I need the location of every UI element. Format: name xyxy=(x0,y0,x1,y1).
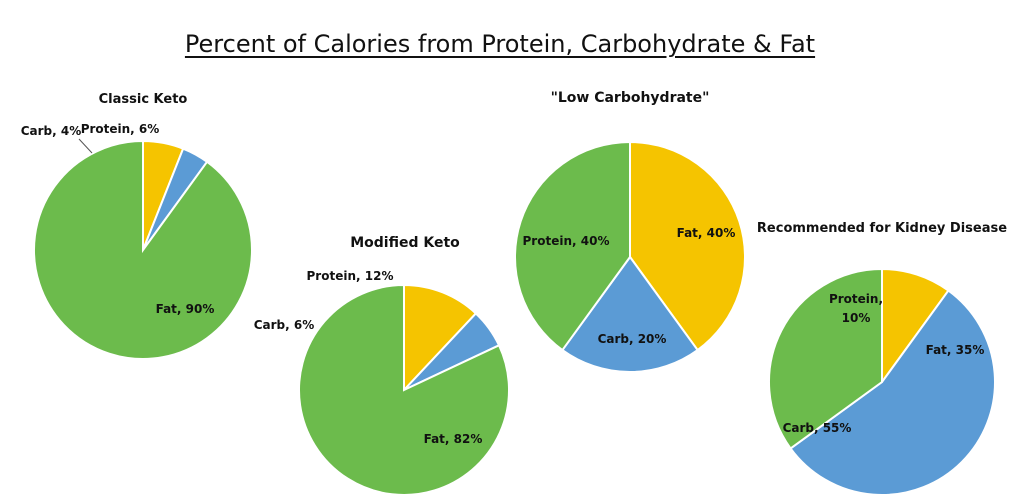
page-title: Percent of Calories from Protein, Carboh… xyxy=(184,30,816,58)
slice-label-modified-keto-carb: Carb, 6% xyxy=(254,318,315,332)
slice-label-recommended-for-kidney-disease-fat: Fat, 35% xyxy=(926,343,985,357)
pie-slice-low-carbohydrate-fat xyxy=(514,140,631,352)
slice-label-low-carbohydrate-carb: Carb, 20% xyxy=(598,332,667,346)
pie-chart-low-carbohydrate: "Low Carbohydrate" Protein, 40% Carb, 20% F… xyxy=(514,90,746,373)
chart-title-low-carbohydrate: "Low Carbohydrate" xyxy=(551,90,710,106)
chart-title-recommended-for-kidney-disease: Recommended for Kidney Disease xyxy=(757,221,1007,236)
pie-slice-recommended-for-kidney-disease-fat xyxy=(768,267,883,450)
slice-label-classic-keto-fat: Fat, 90% xyxy=(156,302,215,316)
slice-label-recommended-for-kidney-disease-carb: Carb, 55% xyxy=(783,421,852,435)
pie-slice-modified-keto-protein xyxy=(403,283,478,393)
slice-label-recommended-for-kidney-disease-protein: Protein, 10% xyxy=(829,292,883,325)
pie-slice-modified-keto-fat xyxy=(298,283,510,496)
pie-chart-modified-keto: Modified Keto Protein, 12% Carb, 6% Fat, 82… xyxy=(254,235,510,496)
pie-chart-kidney-disease: Recommended for Kidney Disease Protein, 10… xyxy=(757,221,1007,496)
slice-label-low-carbohydrate-fat: Fat, 40% xyxy=(677,226,736,240)
pie-slice-classic-keto-fat xyxy=(33,139,253,360)
pie-slice-recommended-for-kidney-disease-carb xyxy=(789,289,996,496)
leader-line-classic-keto xyxy=(78,138,93,154)
pie-chart-classic-keto: Classic Keto Protein, 6%Carb, 4% Fat, 90% xyxy=(21,92,253,360)
slice-label-modified-keto-fat: Fat, 82% xyxy=(424,432,483,446)
chart-title-modified-keto: Modified Keto xyxy=(350,235,460,251)
slice-label-low-carbohydrate-protein: Protein, 40% xyxy=(523,234,610,248)
slice-label-modified-keto-protein: Protein, 12% xyxy=(307,269,394,283)
pie-slice-low-carbohydrate-carb xyxy=(561,255,699,373)
pie-slice-recommended-for-kidney-disease-protein xyxy=(881,267,950,386)
slice-label-classic-keto-carb: Carb, 4% xyxy=(21,124,82,138)
pie-slice-low-carbohydrate-protein xyxy=(629,140,746,352)
slice-label-classic-keto-protein: Protein, 6% xyxy=(81,122,160,136)
chart-title-classic-keto: Classic Keto xyxy=(99,92,188,107)
